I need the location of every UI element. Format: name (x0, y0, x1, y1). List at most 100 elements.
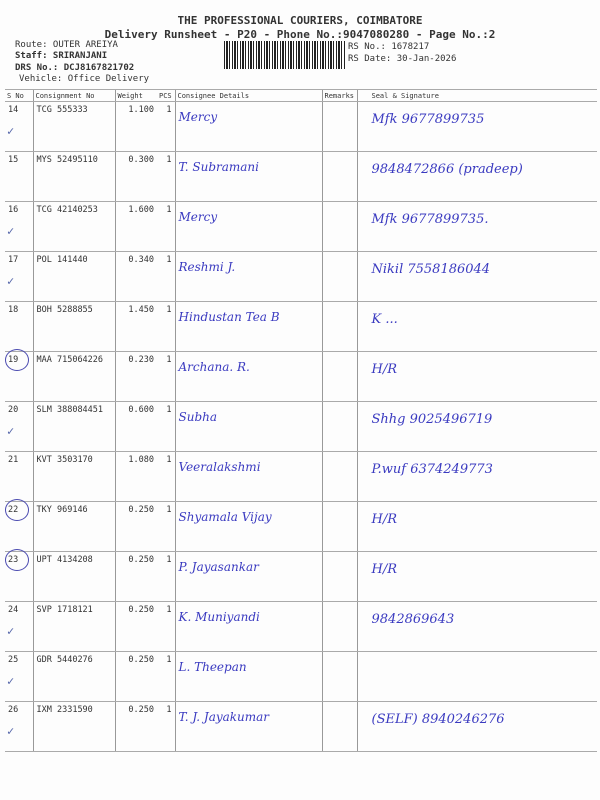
sno: 24 (8, 605, 19, 615)
sno-cell: 21 (5, 451, 33, 502)
tick-mark-icon: ✓ (7, 674, 15, 688)
consignee-name: K. Muniyandi (174, 601, 322, 652)
table-row: ✓ 25 GDR 5440276 0.250 1 L. Theepan (5, 651, 597, 702)
col-remarks: Remarks (321, 89, 357, 102)
col-signature: Seal & Signature (356, 89, 597, 102)
sno: 25 (8, 655, 19, 665)
consignment-no: GDR 5440276 (32, 651, 115, 702)
vehicle: Vehicle: Office Delivery (19, 74, 150, 84)
consignee-name: Shyamala Vijay (174, 501, 322, 552)
weight: 0.250 (114, 701, 157, 752)
table-row: ✓ 26 IXM 2331590 0.250 1 T. J. Jayakumar (SELF… (5, 701, 597, 752)
sno: 15 (8, 155, 19, 165)
pcs: 1 (157, 651, 175, 702)
sno-cell: ✓ 16 (5, 201, 33, 252)
consignment-no: KVT 3503170 (32, 451, 115, 502)
pcs: 1 (157, 201, 175, 252)
sno-cell: ✓ 17 (5, 251, 33, 302)
weight: 1.450 (114, 301, 157, 352)
sno-cell: 19 (5, 349, 33, 402)
consignment-no: SVP 1718121 (32, 601, 115, 652)
remarks (321, 301, 357, 352)
table-row: 21 KVT 3503170 1.080 1 Veeralakshmi P.wuf 637… (5, 451, 597, 502)
consignee-name: Hindustan Tea B (174, 301, 322, 352)
sno-cell: ✓ 14 (5, 101, 33, 152)
consignee-name: P. Jayasankar (174, 551, 322, 602)
pcs: 1 (157, 501, 175, 552)
sno: 17 (8, 255, 19, 265)
tick-mark-icon: ✓ (7, 724, 15, 738)
signature: H/R (356, 551, 597, 602)
sno: 14 (8, 105, 19, 115)
circle-mark-icon (5, 349, 29, 371)
remarks (321, 451, 357, 502)
pcs: 1 (157, 251, 175, 302)
remarks (321, 201, 357, 252)
table-row: 18 BOH 5288855 1.450 1 Hindustan Tea B K ... (5, 301, 597, 352)
remarks (321, 251, 357, 302)
weight: 0.250 (114, 551, 157, 602)
sno: 16 (8, 205, 19, 215)
remarks (321, 551, 357, 602)
signature: 9842869643 (356, 601, 597, 652)
consignment-no: TCG 42140253 (32, 201, 115, 252)
weight: 0.230 (114, 351, 157, 402)
consignee-name: Mercy (174, 101, 322, 152)
signature: 9848472866 (pradeep) (356, 151, 597, 202)
col-consignee: Consignee Details (174, 89, 322, 102)
pcs: 1 (157, 601, 175, 652)
sno-cell: ✓ 24 (5, 601, 33, 652)
circle-mark-icon (5, 549, 29, 571)
consignment-no: BOH 5288855 (32, 301, 115, 352)
sno: 18 (8, 305, 19, 315)
consignment-no: TCG 555333 (32, 101, 115, 152)
rs-no: RS No.: 1678217 (348, 42, 430, 52)
sno-cell: ✓ 20 (5, 401, 33, 452)
col-sno: S No (5, 89, 33, 102)
weight: 0.250 (114, 501, 157, 552)
weight: 0.250 (114, 601, 157, 652)
consignee-name: T. J. Jayakumar (174, 701, 322, 752)
weight: 0.250 (114, 651, 157, 702)
staff: Staff: SRIRANJANI (15, 51, 108, 61)
sno: 26 (8, 705, 19, 715)
consignment-no: POL 141440 (32, 251, 115, 302)
sno-cell: 22 (5, 499, 33, 552)
sno-cell: 23 (5, 549, 33, 602)
signature: (SELF) 8940246276 (356, 701, 597, 752)
tick-mark-icon: ✓ (7, 224, 15, 238)
table-row: 22 TKY 969146 0.250 1 Shyamala Vijay H/R (5, 499, 597, 552)
signature (356, 651, 597, 702)
remarks (321, 351, 357, 402)
col-pcs: PCS (157, 89, 175, 102)
consignment-no: SLM 388084451 (32, 401, 115, 452)
remarks (321, 651, 357, 702)
signature: Nikil 7558186044 (356, 251, 597, 302)
tick-mark-icon: ✓ (7, 624, 15, 638)
weight: 1.100 (114, 101, 157, 152)
barcode (224, 41, 346, 69)
circle-mark-icon (5, 499, 29, 521)
sno-cell: 15 (5, 151, 33, 202)
remarks (321, 601, 357, 652)
signature: P.wuf 6374249773 (356, 451, 597, 502)
consignee-name: Subha (174, 401, 322, 452)
consignment-no: IXM 2331590 (32, 701, 115, 752)
signature: Mfk 9677899735. (356, 201, 597, 252)
table-row: ✓ 17 POL 141440 0.340 1 Reshmi J. Nikil 755818… (5, 251, 597, 302)
consignment-no: TKY 969146 (32, 501, 115, 552)
pcs: 1 (157, 401, 175, 452)
weight: 1.080 (114, 451, 157, 502)
consignee-name: Archana. R. (174, 351, 322, 402)
pcs: 1 (157, 351, 175, 402)
sno-cell: 18 (5, 301, 33, 352)
tick-mark-icon: ✓ (7, 424, 15, 438)
remarks (321, 101, 357, 152)
consignee-name: Reshmi J. (174, 251, 322, 302)
col-weight: Weight (114, 89, 157, 102)
remarks (321, 501, 357, 552)
consignee-name: Mercy (174, 201, 322, 252)
weight: 0.600 (114, 401, 157, 452)
sno: 21 (8, 455, 19, 465)
